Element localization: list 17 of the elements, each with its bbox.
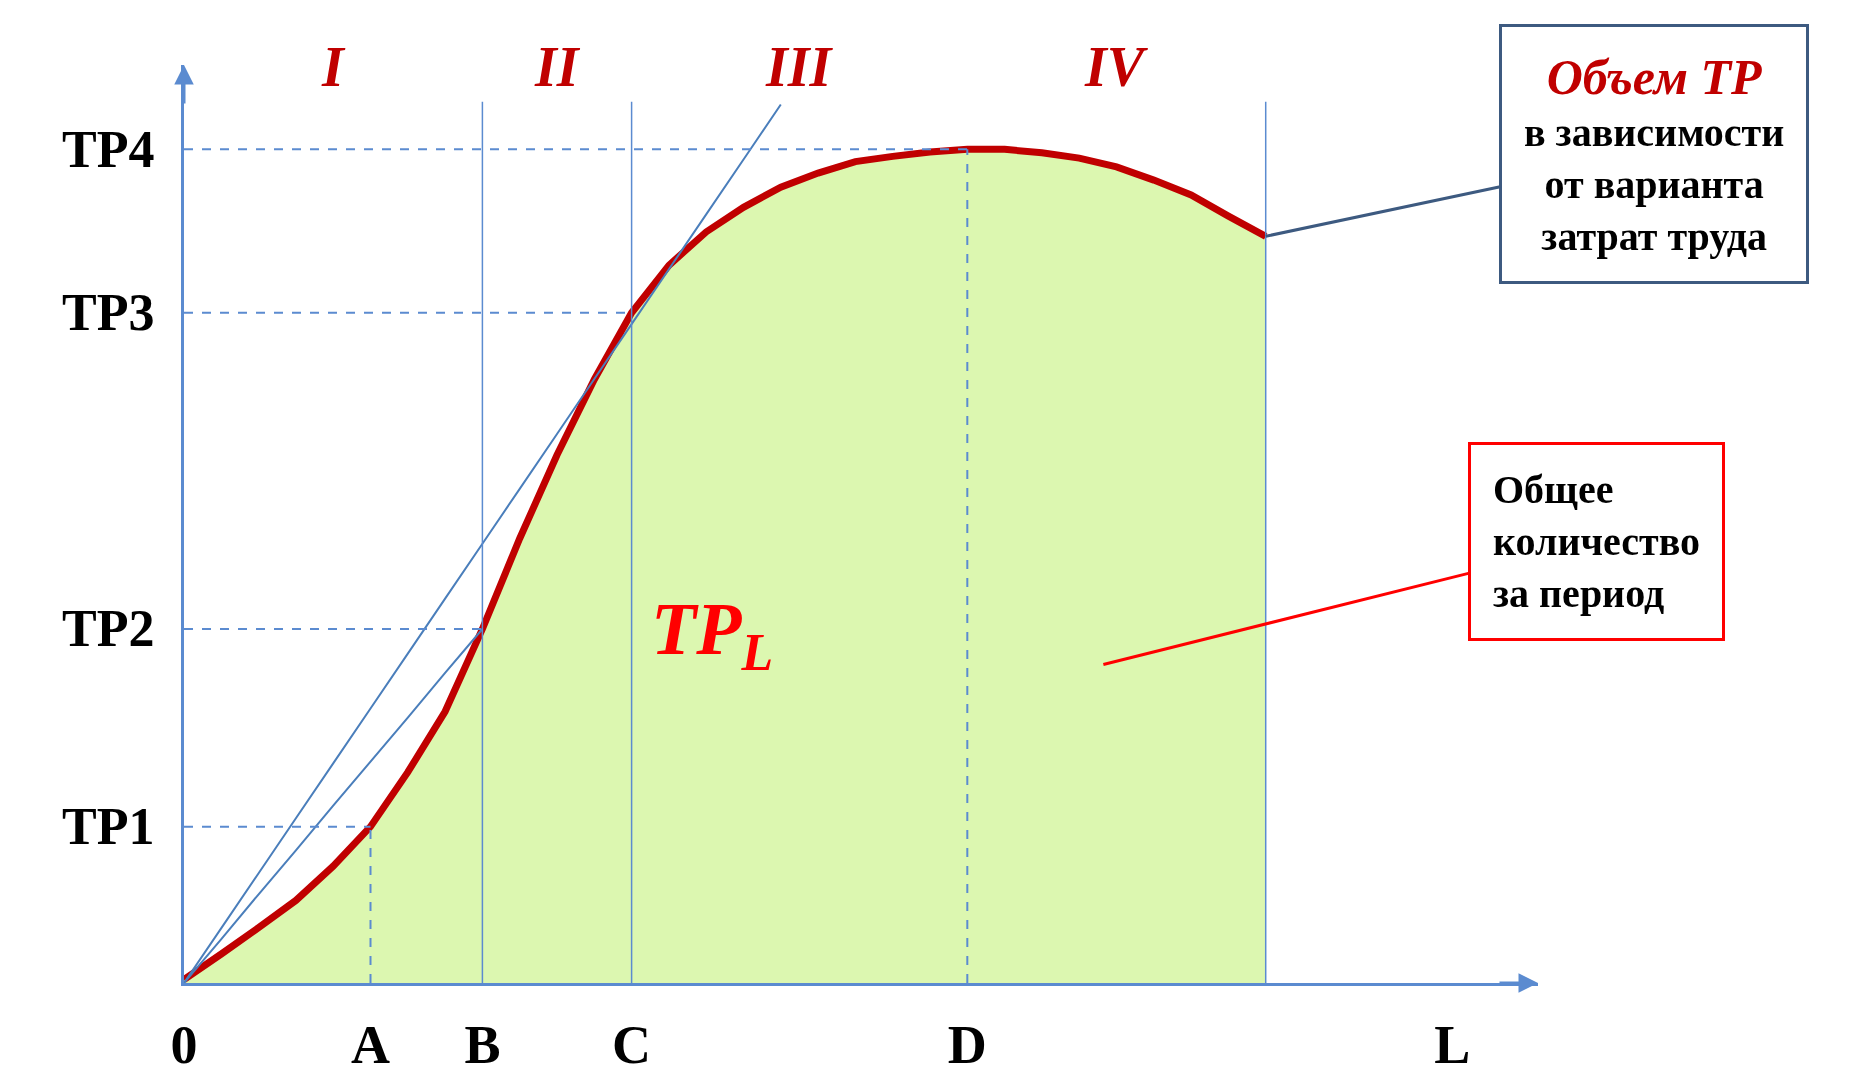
text: TP2 [62,600,155,657]
text: Общее количество за период [1493,467,1701,616]
text: TP1 [62,798,155,855]
text: III [765,36,834,98]
x-tick-label: A [351,1014,390,1075]
text: TP4 [62,121,155,178]
x-tick-label: B [464,1014,501,1075]
x-tick-label: L [1434,1014,1471,1075]
text: I [321,36,346,98]
annotation: TP$_{L}$ [651,588,774,681]
text: Объем ТР в зависимости от варианта затрат труда [1524,49,1785,259]
text: II [534,36,581,98]
x-tick-label: D [947,1014,987,1075]
x-tick-label: 0 [170,1014,198,1075]
x-tick-label: C [612,1014,652,1075]
text: TP3 [62,284,155,341]
text: IV [1084,36,1149,98]
